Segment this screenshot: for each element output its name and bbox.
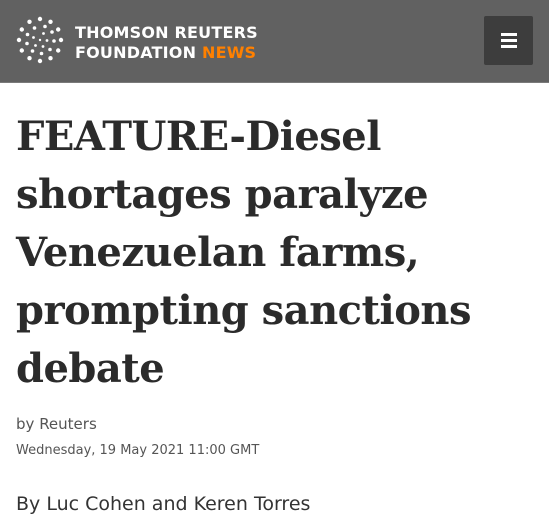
hamburger-menu-icon: [501, 33, 517, 48]
brand-foundation: FOUNDATION: [75, 43, 197, 62]
dotted-circle-logo-icon[interactable]: [16, 16, 64, 64]
site-brand[interactable]: THOMSON REUTERS FOUNDATION NEWS: [75, 23, 258, 63]
site-header: THOMSON REUTERS FOUNDATION NEWS: [0, 0, 549, 83]
brand-line-1: THOMSON REUTERS: [75, 23, 258, 42]
source-prefix: by: [16, 415, 35, 433]
article-source: by Reuters: [16, 414, 97, 434]
brand-news: NEWS: [201, 43, 257, 62]
brand-line-2: FOUNDATION NEWS: [75, 43, 258, 63]
article-date: Wednesday, 19 May 2021 11:00 GMT: [16, 443, 260, 458]
article-authors: By Luc Cohen and Keren Torres: [16, 493, 311, 515]
menu-button[interactable]: [484, 16, 533, 65]
article-title: FEATURE-Diesel shortages paralyze Venezu…: [16, 113, 472, 392]
source-link[interactable]: Reuters: [39, 415, 97, 433]
